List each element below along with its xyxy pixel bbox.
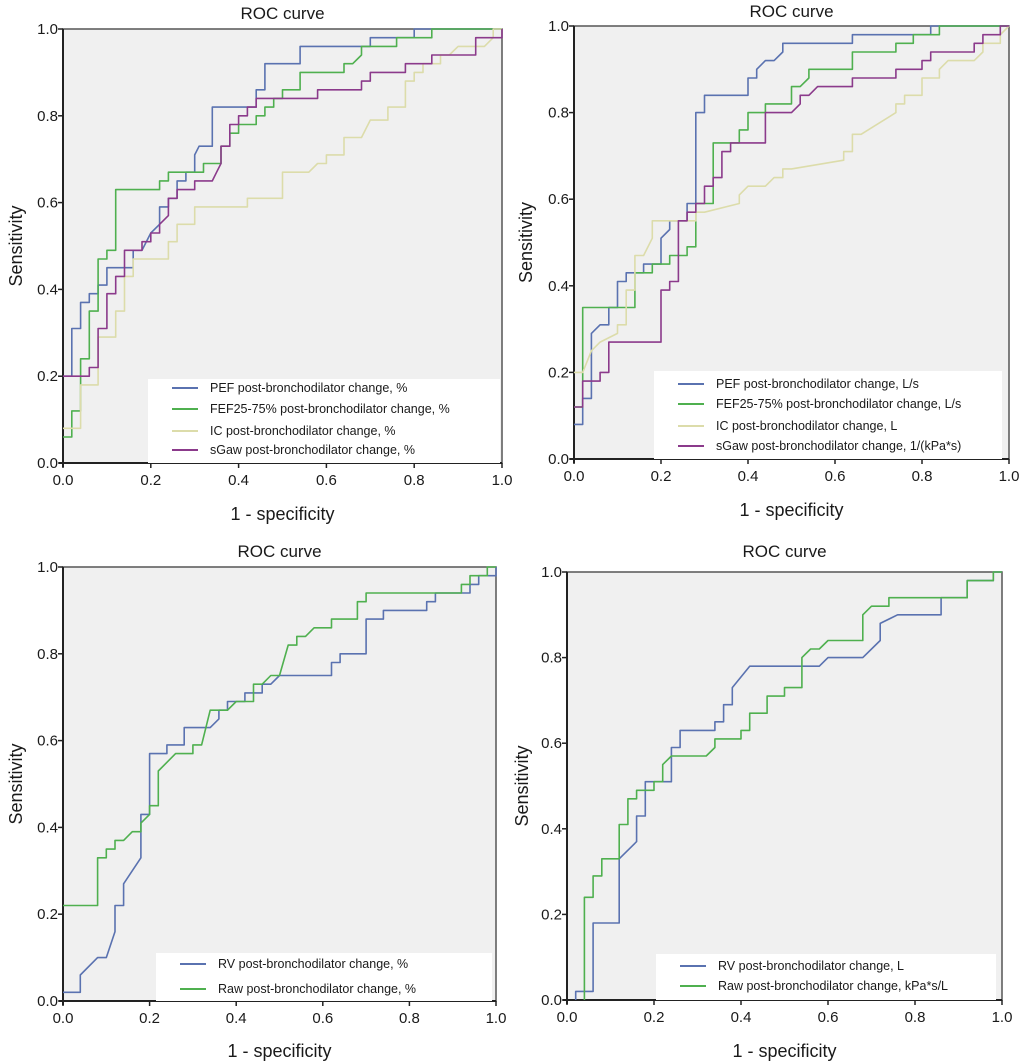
y-tick-label: 0.2: [548, 364, 569, 381]
y-tick-label: 0.4: [541, 821, 562, 838]
chart-title: ROC curve: [749, 2, 833, 21]
roc-series-3: [574, 25, 1010, 374]
y-tick-label: 0.6: [37, 195, 58, 212]
y-tick-label: 0.2: [541, 906, 562, 923]
roc-series-3: [63, 28, 502, 430]
legend-box: [156, 953, 492, 1001]
legend-label: Raw post-bronchodilator change, %: [218, 982, 416, 996]
legend: RV post-bronchodilator change, % Raw post…: [156, 953, 492, 1001]
x-tick-label: 0.0: [53, 1010, 74, 1027]
chart-title: ROC curve: [237, 542, 321, 561]
y-tick-label: 0.8: [548, 105, 569, 122]
legend-label: FEF25-75% post-bronchodilator change, L/…: [716, 397, 961, 411]
y-tick-label: 0.4: [37, 819, 58, 836]
legend-box: [148, 379, 500, 463]
roc-series-2: [63, 566, 496, 907]
y-axis-label: Sensitivity: [516, 202, 536, 283]
legend-label: Raw post-bronchodilator change, kPa*s/L: [718, 979, 948, 993]
y-tick-label: 0.8: [37, 108, 58, 125]
plot-area: [62, 566, 497, 1002]
y-tick-label: 0.6: [541, 735, 562, 752]
chart-title: ROC curve: [240, 4, 324, 23]
y-axis-label: Sensitivity: [512, 745, 532, 826]
chart-title: ROC curve: [742, 542, 826, 561]
roc-series-2: [574, 25, 1009, 408]
legend-label: RV post-bronchodilator change, %: [218, 957, 408, 971]
x-tick-label: 0.0: [564, 468, 585, 485]
legend-label: sGaw post-bronchodilator change, 1/(kPa*…: [716, 439, 961, 453]
legend-label: IC post-bronchodilator change, L: [716, 419, 897, 433]
x-tick-label: 0.8: [404, 472, 425, 489]
roc-series-4: [574, 25, 1009, 408]
x-axis-label: 1 - specificity: [230, 504, 334, 524]
legend-label: IC post-bronchodilator change, %: [210, 424, 396, 438]
legend-label: FEF25-75% post-bronchodilator change, %: [210, 402, 450, 416]
y-tick-label: 0.4: [37, 281, 58, 298]
roc-series-2: [583, 571, 1002, 1000]
x-tick-label: 0.8: [905, 1009, 926, 1026]
legend-box: [656, 954, 996, 1000]
roc-chart-3: ROC curve 0.0 0.2 0.4 0.6 0.8 1.0 0.0 0.2 0.4 0.6 0…: [6, 542, 506, 1061]
legend-label: PEF post-bronchodilator change, L/s: [716, 377, 919, 391]
y-tick-label: 0.8: [37, 646, 58, 663]
x-tick-label: 0.6: [312, 1010, 333, 1027]
plot-area: [566, 571, 1003, 1001]
x-tick-label: 0.0: [557, 1009, 578, 1026]
x-tick-label: 0.2: [651, 468, 672, 485]
roc-chart-1: ROC curve 0.0 0.2 0.4 0.6 0.8 1.0 0.0 0.2 0.4 0.6 0…: [6, 4, 512, 524]
y-tick-label: 0.6: [548, 191, 569, 208]
x-tick-label: 1.0: [486, 1010, 507, 1027]
y-tick-label: 0.0: [37, 455, 58, 472]
x-axis-label: 1 - specificity: [732, 1041, 836, 1061]
y-tick-label: 0.0: [541, 992, 562, 1009]
x-axis-label: 1 - specificity: [227, 1041, 331, 1061]
roc-series-4: [63, 29, 503, 377]
x-tick-label: 0.4: [738, 468, 759, 485]
y-tick-label: 0.2: [37, 906, 58, 923]
x-tick-label: 0.2: [644, 1009, 665, 1026]
y-tick-label: 1.0: [548, 18, 569, 35]
y-axis-label: Sensitivity: [6, 743, 26, 824]
y-axis-label: Sensitivity: [6, 205, 26, 286]
x-tick-label: 1.0: [492, 472, 513, 489]
legend-label: PEF post-bronchodilator change, %: [210, 381, 407, 395]
x-tick-label: 0.0: [53, 472, 74, 489]
x-tick-label: 0.2: [140, 472, 161, 489]
y-tick-label: 0.0: [37, 993, 58, 1010]
y-tick-label: 0.0: [548, 451, 569, 468]
y-tick-label: 1.0: [541, 564, 562, 581]
legend-box: [654, 371, 1002, 459]
legend: RV post-bronchodilator change, L Raw post…: [656, 954, 996, 1000]
roc-series-1: [63, 567, 497, 994]
legend-label: sGaw post-bronchodilator change, %: [210, 443, 415, 457]
y-tick-label: 1.0: [37, 21, 58, 38]
y-tick-label: 0.8: [541, 650, 562, 667]
roc-chart-4: ROC curve 0.0 0.2 0.4 0.6 0.8 1.0 0.0 0.2 0.4 0.6 0…: [512, 542, 1012, 1061]
x-tick-label: 0.8: [399, 1010, 420, 1027]
x-tick-label: 0.6: [825, 468, 846, 485]
y-tick-label: 1.0: [37, 559, 58, 576]
roc-chart-2: ROC curve 0.0 0.2 0.4 0.6 0.8 1.0 0.0 0.2 0.4 0.6 0…: [516, 2, 1019, 520]
roc-series-1: [574, 571, 1002, 1000]
x-tick-label: 0.4: [228, 472, 249, 489]
x-axis-label: 1 - specificity: [739, 500, 843, 520]
x-tick-label: 0.4: [731, 1009, 752, 1026]
y-tick-label: 0.6: [37, 733, 58, 750]
x-tick-label: 0.6: [818, 1009, 839, 1026]
x-tick-label: 0.6: [316, 472, 337, 489]
y-tick-label: 0.4: [548, 278, 569, 295]
legend: PEF post-bronchodilator change, % FEF25-7…: [148, 379, 500, 463]
y-tick-label: 0.2: [37, 368, 58, 385]
x-tick-label: 0.8: [912, 468, 933, 485]
legend-label: RV post-bronchodilator change, L: [718, 959, 904, 973]
legend: PEF post-bronchodilator change, L/s FEF25…: [654, 371, 1002, 459]
x-tick-label: 1.0: [999, 468, 1020, 485]
x-tick-label: 0.2: [139, 1010, 160, 1027]
x-tick-label: 0.4: [226, 1010, 247, 1027]
x-tick-label: 1.0: [992, 1009, 1013, 1026]
